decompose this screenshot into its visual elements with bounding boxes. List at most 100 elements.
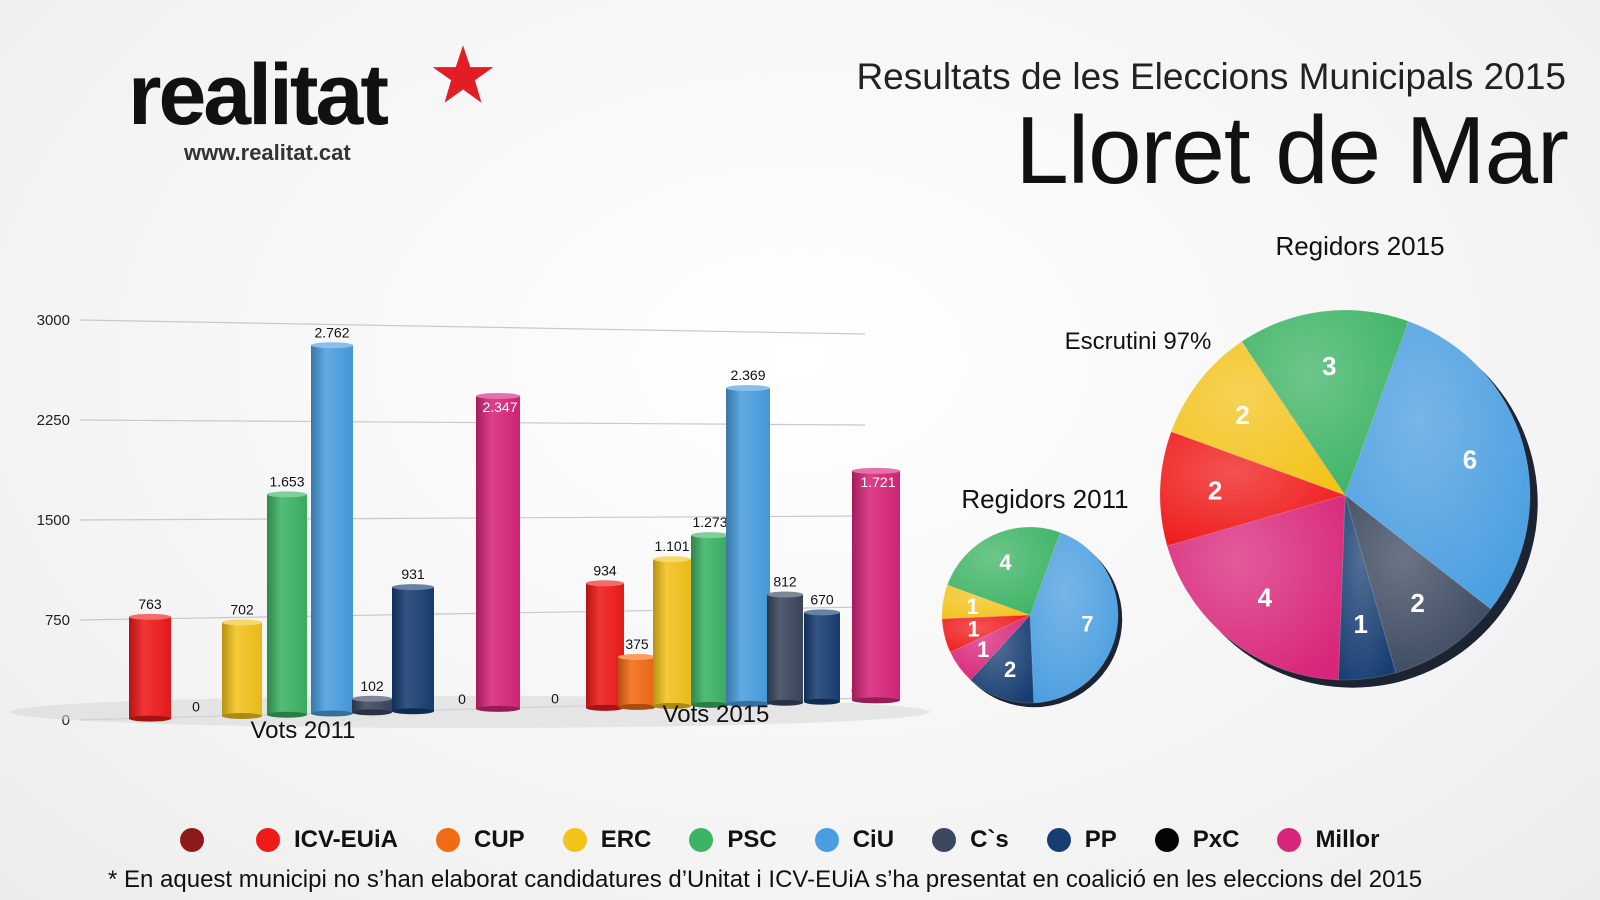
y-tick-label: 2250 <box>37 412 70 429</box>
bar-psc <box>691 535 729 705</box>
data-label: 1.721 <box>860 474 895 490</box>
data-label: 1.653 <box>269 473 304 489</box>
group-label: Vots 2015 <box>663 701 770 728</box>
pie-slice-icv <box>941 614 1031 653</box>
legend-item-ciu: CiU <box>814 826 895 854</box>
legend-item-pxc: PxC <box>1154 826 1240 854</box>
bar-base-millor <box>476 705 520 712</box>
legend-label: CiU <box>852 826 895 853</box>
bar-cap-psc <box>267 491 307 498</box>
page-title: Lloret de Mar <box>1015 97 1569 204</box>
bar-base-psc <box>267 711 307 718</box>
data-label: 0 <box>551 690 559 706</box>
logo-wordmark: realitat <box>128 47 389 143</box>
bar-cap-erc <box>222 619 262 626</box>
logo[interactable]: realitat www.realitat.cat <box>128 45 494 165</box>
legend-swatch <box>256 828 280 852</box>
data-label: 2.762 <box>314 324 349 340</box>
legend: ICV-EUiA CUP ERC PSC CiU C`s PP PxC Millor <box>180 826 1417 854</box>
legend-swatch <box>1154 828 1179 852</box>
pie-slice-millor <box>1166 494 1346 681</box>
bar-base-icv <box>586 704 624 711</box>
bar-erc <box>222 622 262 717</box>
bar-base-psc <box>691 701 729 708</box>
pie-slice-psc <box>1240 309 1410 497</box>
legend-item-erc: ERC <box>562 826 652 854</box>
bar-base-erc <box>222 713 262 720</box>
pie-slice-pp <box>969 613 1035 704</box>
bar-erc <box>653 559 691 706</box>
bar-cap-cs <box>352 695 392 702</box>
bar-cap-ciu <box>311 342 353 349</box>
legend-label: CUP <box>474 826 525 853</box>
legend-label: C`s <box>970 826 1009 853</box>
y-tick-label: 0 <box>62 712 70 729</box>
page-subtitle: Resultats de les Eleccions Municipals 20… <box>856 56 1566 97</box>
bar-psc <box>267 494 307 715</box>
pie-title: Regidors 2015 <box>1275 231 1444 261</box>
y-tick-label: 3000 <box>37 312 70 329</box>
data-label: 102 <box>360 678 384 694</box>
bar-base-cs <box>767 699 803 706</box>
data-label: 931 <box>401 566 425 582</box>
legend-item-cs: C`s <box>932 826 1009 854</box>
bar-cap-ciu <box>726 385 770 392</box>
legend-label: PxC <box>1192 826 1240 853</box>
data-label: 934 <box>593 562 617 578</box>
bar-pp <box>392 587 434 712</box>
pie-slice-ciu <box>1029 531 1119 704</box>
pie-label: 3 <box>1322 351 1336 381</box>
footnote: * En aquest municipi no s’han elaborat c… <box>108 866 1423 893</box>
bar-ciu <box>726 388 770 704</box>
legend-swatch <box>180 828 204 852</box>
pie-label: 4 <box>1258 582 1273 612</box>
pie-label: 2 <box>1235 400 1249 430</box>
legend-label: Millor <box>1315 826 1380 853</box>
pie-slice-erc <box>1170 340 1347 496</box>
data-label: 812 <box>773 573 797 589</box>
bar-base-icv <box>129 715 171 722</box>
bar-cap-icv <box>586 580 624 587</box>
legend-swatch <box>562 828 587 852</box>
pie-slice-millor <box>949 614 1031 681</box>
legend-label: ICV-EUiA <box>294 826 399 853</box>
bar-cup <box>618 656 656 707</box>
pie-slice-psc <box>946 526 1061 616</box>
bar-cap-cup <box>618 653 656 660</box>
legend-item-unitat <box>180 828 218 852</box>
pie-label: 7 <box>1081 612 1093 637</box>
star-icon <box>432 45 494 103</box>
logo-url[interactable]: www.realitat.cat <box>184 140 351 165</box>
data-label: 2.369 <box>730 367 765 383</box>
bar-cap-pp <box>804 609 840 616</box>
legend-swatch <box>1046 828 1071 852</box>
legend-label: ERC <box>600 826 652 853</box>
bar-base-pp <box>804 698 840 705</box>
bar-cap-millor <box>852 467 900 474</box>
bar-ciu <box>311 345 353 714</box>
y-tick-label: 1500 <box>37 512 70 529</box>
pie-slice-erc <box>941 584 1031 620</box>
legend-item-icv: ICV-EUiA <box>256 826 398 854</box>
bar-base-erc <box>653 702 691 709</box>
gridline <box>79 319 866 335</box>
group-label: Vots 2011 <box>251 717 356 744</box>
bar-base-cs <box>352 709 392 716</box>
pie-label: 1 <box>1353 609 1367 639</box>
bar-cap-millor <box>476 392 520 399</box>
data-label: 1.273 <box>692 514 727 530</box>
escrutini-annotation: Escrutini 97% <box>1065 328 1212 355</box>
bar-icv <box>586 583 624 708</box>
bar-base-millor <box>852 697 900 704</box>
legend-item-pp: PP <box>1046 826 1117 854</box>
pie-label: 2 <box>1004 657 1016 682</box>
data-label: 2.347 <box>482 399 517 415</box>
legend-label: PP <box>1084 826 1117 853</box>
bar-cap-icv <box>129 613 171 620</box>
bar-cap-erc <box>653 556 691 563</box>
bar-base-ciu <box>311 710 353 717</box>
legend-swatch <box>932 828 957 852</box>
legend-label: PSC <box>727 826 777 853</box>
pie-label: 1 <box>967 594 979 619</box>
